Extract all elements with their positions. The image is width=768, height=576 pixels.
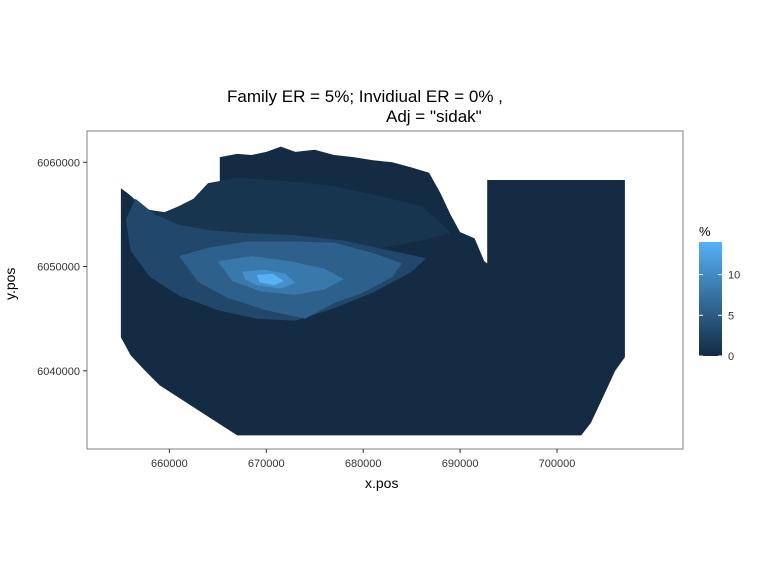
x-axis: 660000 670000 680000 690000 700000 [151,449,575,470]
x-tick-label: 670000 [248,458,285,470]
x-tick-label: 690000 [442,458,479,470]
heatmap-regions [120,146,625,436]
x-tick-label: 700000 [539,458,576,470]
legend-break-label: 10 [728,270,740,282]
legend: 0 5 10 [699,242,740,363]
y-tick-label: 6050000 [37,262,80,274]
chart-title-line1: Family ER = 5%; Invidiual ER = 0% , [227,87,503,106]
legend-colorbar [699,242,722,356]
y-tick-label: 6060000 [37,157,80,169]
x-axis-title: x.pos [365,475,399,491]
y-axis-title: y.pos [2,267,18,300]
legend-break-label: 0 [728,351,734,363]
x-tick-label: 660000 [151,458,188,470]
legend-title: % [699,224,711,239]
heatmap-region-6 [256,273,284,286]
chart-title-line2: Adj = "sidak" [386,107,482,126]
legend-break-label: 5 [728,310,734,322]
x-tick-label: 680000 [345,458,382,470]
y-tick-label: 6040000 [37,366,80,378]
y-axis: 6040000 6050000 6060000 [37,157,87,378]
